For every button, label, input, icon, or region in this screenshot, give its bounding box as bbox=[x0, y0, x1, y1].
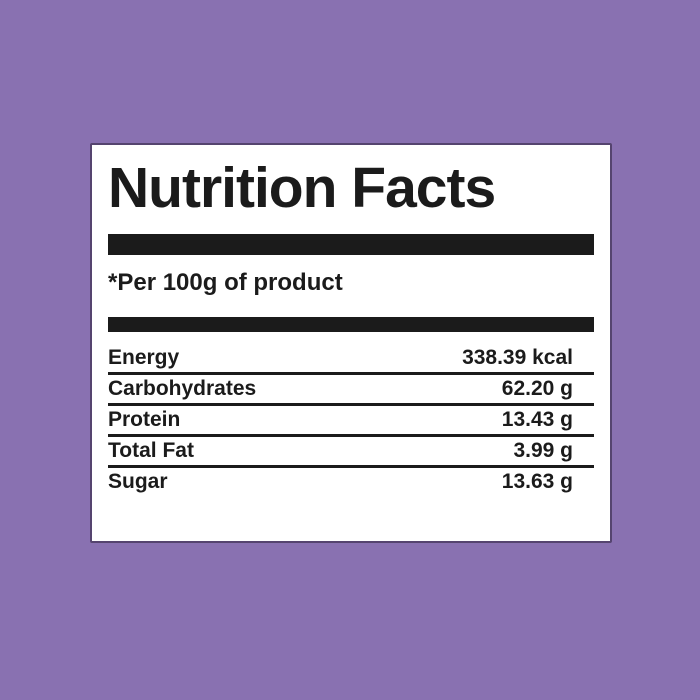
nutrient-name: Total Fat bbox=[108, 439, 194, 462]
table-row-energy: Energy 338.39 kcal bbox=[108, 344, 594, 375]
table-row-total-fat: Total Fat 3.99 g bbox=[108, 437, 594, 468]
table-row-sugar: Sugar 13.63 g bbox=[108, 468, 594, 496]
table-row-protein: Protein 13.43 g bbox=[108, 406, 594, 437]
nutrient-value: 338.39 kcal bbox=[462, 346, 573, 369]
thin-divider-bar bbox=[108, 317, 594, 332]
nutrient-name: Protein bbox=[108, 408, 181, 431]
nutrient-value: 3.99 g bbox=[513, 439, 573, 462]
nutrient-value: 62.20 g bbox=[501, 377, 573, 400]
serving-note: *Per 100g of product bbox=[108, 269, 343, 296]
nutrition-table: Energy 338.39 kcal Carbohydrates 62.20 g… bbox=[108, 344, 594, 496]
nutrient-name: Carbohydrates bbox=[108, 377, 257, 400]
nutrient-value: 13.43 g bbox=[501, 408, 573, 431]
nutrient-name: Energy bbox=[108, 346, 180, 369]
thick-divider-bar bbox=[108, 234, 594, 255]
nutrient-name: Sugar bbox=[108, 470, 168, 493]
nutrition-facts-title: Nutrition Facts bbox=[108, 156, 496, 220]
nutrient-value: 13.63 g bbox=[501, 470, 573, 493]
table-row-carbohydrates: Carbohydrates 62.20 g bbox=[108, 375, 594, 406]
nutrition-facts-card: Nutrition Facts *Per 100g of product Ene… bbox=[90, 143, 612, 543]
